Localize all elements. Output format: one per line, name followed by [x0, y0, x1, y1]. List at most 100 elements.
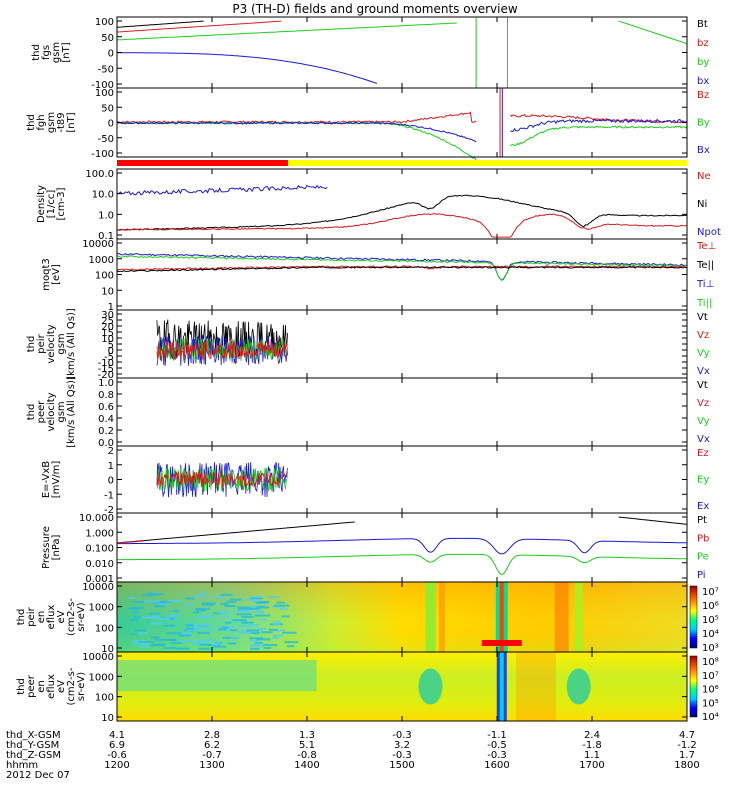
fgh-bz: [116, 111, 477, 124]
y-tick-peir: -20: [98, 370, 114, 381]
spec-ion-streak: [233, 610, 249, 613]
svg-text:gsm: gsm: [56, 401, 67, 422]
spec-ion-streak: [166, 632, 182, 635]
y-tick-fgs: 100: [95, 17, 114, 28]
legend-pressure-1: Pb: [697, 533, 709, 544]
y-tick-peir: 20: [101, 322, 114, 333]
y-tick-fgs: 0: [108, 49, 114, 60]
y-tick-peir: -15: [98, 364, 114, 375]
y-tick-peer: 0.0: [98, 438, 114, 449]
density-ni: [116, 194, 687, 231]
peir-vz: [156, 339, 288, 361]
legend-pressure-3: Pi: [697, 570, 706, 581]
spec-ion-streak: [248, 631, 260, 634]
spec-ion-streak: [175, 647, 190, 650]
spec-ion-streak: [250, 647, 260, 650]
y-tick-peir_spec: 1000: [89, 603, 114, 614]
spec-ion-streak: [249, 639, 260, 642]
spec-ion-streak: [251, 643, 264, 646]
legend-efield-0: Ez: [697, 448, 709, 459]
spec-ion-streak: [144, 600, 160, 603]
legend-temp-0: Te⊥: [696, 241, 716, 252]
spec-ion-streak: [220, 593, 233, 596]
fgs-bx: [117, 52, 378, 84]
spec-ion-streak: [255, 642, 263, 645]
legend-efield-1: Ey: [697, 475, 709, 486]
fgs-by-late: [618, 20, 688, 45]
legend-density-0: Ne: [697, 171, 711, 182]
svg-text:[1/cc]: [1/cc]: [46, 190, 57, 219]
svg-text:thd: thd: [16, 678, 27, 695]
y-tick-density: 100.0: [85, 169, 114, 180]
spec-ion-streak: [196, 623, 210, 626]
spec-ion-streak: [287, 645, 295, 648]
spec-ion-streak: [191, 643, 203, 646]
xaxis-value-0-1: 2.8: [204, 730, 220, 741]
colorbar-tick-peir_spec: 10⁴: [702, 629, 719, 640]
xaxis-value-0-4: -1.1: [487, 730, 507, 741]
spec-ion-streak: [155, 638, 165, 641]
spec-ion-streak: [273, 634, 283, 637]
spec-ion-streak: [214, 642, 222, 645]
xaxis-value-0-6: 4.7: [679, 730, 695, 741]
svg-text:[nT]: [nT]: [66, 112, 77, 132]
colorbar-tick-peir_spec: 10⁵: [702, 615, 719, 626]
y-tick-fgh: -100: [91, 149, 114, 160]
svg-text:fgh: fgh: [36, 114, 47, 130]
spec-ion-streak: [184, 603, 194, 606]
ylabel-peir_spec: thd peir en eflux eV (cm2-s-sr-eV): [16, 598, 87, 636]
spec-ion-streak: [232, 619, 247, 622]
legend-pressure-2: Pe: [697, 552, 709, 563]
spec-ion-streak: [224, 621, 232, 624]
fgs-bt: [116, 20, 204, 28]
spec-ion-streak: [250, 595, 263, 598]
legend-peir-3: Vx: [697, 366, 710, 377]
spec-ion-streak: [171, 642, 182, 645]
y-tick-temp: 1000: [89, 255, 114, 266]
svg-text:sr-eV): sr-eV): [76, 672, 87, 701]
xaxis-value-2-2: -0.8: [297, 750, 317, 761]
svg-text:sr-eV): sr-eV): [76, 602, 87, 631]
spec-ion-streak: [132, 601, 148, 604]
y-tick-peir: 0: [108, 346, 114, 357]
spec-ion-streak: [224, 604, 236, 607]
xaxis-value-0-2: 1.3: [299, 730, 315, 741]
spec-ion-streak: [229, 598, 242, 601]
spec-ion-streak: [163, 646, 176, 649]
svg-text:peir: peir: [36, 333, 47, 353]
ylabel-peer_spec: thd peer en eflux eV (cm2-s-sr-eV): [16, 667, 87, 705]
y-tick-peir: 30: [101, 310, 114, 321]
spec-ion-streak: [138, 632, 148, 635]
svg-text:thd: thd: [31, 44, 42, 61]
legend-fgs-1: bz: [697, 38, 709, 49]
spec-ion-streak: [259, 618, 268, 621]
xaxis-value-3-2: 1400: [294, 760, 319, 771]
legend-efield-2: Ex: [697, 501, 709, 512]
spec-ion-streak: [185, 597, 196, 600]
spec-ion-streak: [128, 596, 136, 599]
spec-ion-streak: [273, 629, 285, 632]
temp-te-par: [116, 266, 687, 273]
spec-ion-streak: [242, 609, 253, 612]
xaxis-value-0-3: -0.3: [392, 730, 412, 741]
svg-text:-t89: -t89: [56, 112, 67, 132]
spec-ion-streak: [254, 614, 271, 617]
ylabel-efield: E=-VxB [mV/m]: [41, 461, 62, 499]
xaxis-value-2-4: -0.3: [487, 750, 507, 761]
spec-ion-streak: [170, 614, 181, 617]
spec-ele-orange: [516, 652, 556, 721]
y-tick-temp: 100: [95, 271, 114, 282]
pressure-pb: [116, 540, 145, 544]
spec-ion-streak: [230, 636, 241, 639]
legend-peir-2: Vy: [697, 348, 710, 359]
xaxis-value-3-1: 1300: [199, 760, 224, 771]
xaxis-label-1: thd_Y-GSM: [6, 740, 59, 751]
spec-ion-streak: [141, 594, 155, 597]
colorbar-tick-peir_spec: 10⁷: [702, 587, 719, 598]
spec-ion-streak: [130, 606, 144, 609]
panel-frame-peer: [116, 377, 688, 447]
y-tick-efield: 0: [108, 476, 114, 487]
legend-peer-0: Vt: [697, 380, 708, 391]
y-tick-fgh: 100: [95, 88, 114, 99]
